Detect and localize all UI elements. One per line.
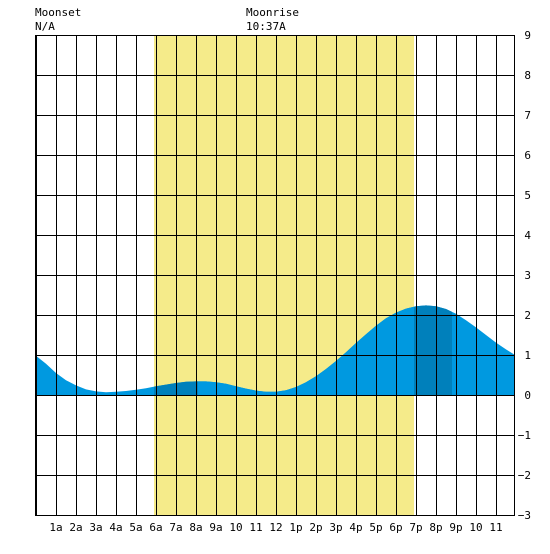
x-tick-label: 10: [469, 521, 482, 534]
moonset-label: Moonset: [35, 6, 81, 19]
x-tick-label: 2a: [69, 521, 82, 534]
x-tick-label: 10: [229, 521, 242, 534]
x-tick-label: 1a: [49, 521, 62, 534]
x-tick-label: 9p: [449, 521, 462, 534]
y-tick-label: 9: [524, 29, 531, 42]
x-tick-label: 11: [489, 521, 502, 534]
x-tick-label: 7p: [409, 521, 422, 534]
y-tick-label: 0: [524, 389, 531, 402]
tide-shade-evening: [414, 305, 452, 395]
y-tick-label: 1: [524, 349, 531, 362]
x-tick-label: 1p: [289, 521, 302, 534]
y-tick-label: 3: [524, 269, 531, 282]
y-tick-label: −2: [518, 469, 531, 482]
moonrise-time: 10:37A: [246, 20, 286, 33]
x-tick-label: 2p: [309, 521, 322, 534]
x-tick-label: 8a: [189, 521, 202, 534]
x-tick-label: 5p: [369, 521, 382, 534]
x-tick-label: 4a: [109, 521, 122, 534]
x-tick-label: 3p: [329, 521, 342, 534]
x-tick-label: 4p: [349, 521, 362, 534]
x-tick-label: 3a: [89, 521, 102, 534]
y-tick-label: 6: [524, 149, 531, 162]
y-tick-label: −3: [518, 509, 531, 522]
x-tick-label: 9a: [209, 521, 222, 534]
y-tick-label: −1: [518, 429, 531, 442]
x-tick-label: 12: [269, 521, 282, 534]
x-tick-label: 7a: [169, 521, 182, 534]
x-tick-label: 6p: [389, 521, 402, 534]
x-tick-label: 6a: [149, 521, 162, 534]
moonrise-label: Moonrise: [246, 6, 299, 19]
x-tick-label: 8p: [429, 521, 442, 534]
y-tick-label: 8: [524, 69, 531, 82]
y-tick-label: 7: [524, 109, 531, 122]
y-tick-label: 5: [524, 189, 531, 202]
y-tick-label: 4: [524, 229, 531, 242]
moonset-time: N/A: [35, 20, 55, 33]
x-tick-label: 11: [249, 521, 262, 534]
plot-frame: [35, 35, 515, 516]
x-tick-label: 5a: [129, 521, 142, 534]
y-tick-label: 2: [524, 309, 531, 322]
